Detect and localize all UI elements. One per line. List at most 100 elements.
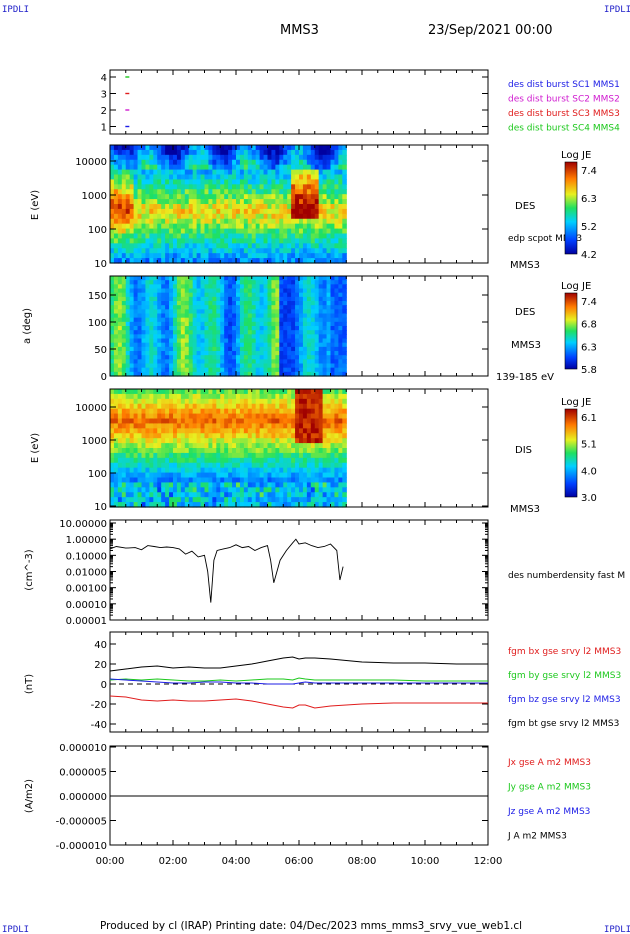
des-energy-cell [176,199,182,205]
des-energy-cell [157,208,162,215]
des-pitch-cell [133,292,139,298]
dis-energy-cell [306,413,312,420]
des-energy-cell [224,204,229,210]
ytick-label: 3 [101,90,107,101]
des-pitch-cell [200,346,206,352]
des-pitch-cell [267,342,273,348]
des-pitch-cell [302,363,308,369]
dis-energy-cell [330,389,336,395]
des-pitch-cell [145,363,150,369]
dis-energy-cell [157,423,162,429]
des-pitch-cell [137,301,143,306]
des-pitch-cell [141,371,147,377]
dis-energy-cell [239,403,245,410]
des-pitch-cell [110,351,115,356]
des-energy-cell [141,213,147,220]
des-energy-cell [306,218,312,225]
des-energy-cell [173,184,178,190]
des-energy-cell [180,174,186,181]
dis-energy-cell [239,408,245,415]
des-energy-cell [176,223,182,230]
des-pitch-cell [141,338,147,344]
des-energy-cell [334,253,339,259]
dis-energy-cell [295,448,300,454]
dis-energy-cell [314,497,320,503]
des-pitch-cell [243,276,249,281]
des-pitch-cell [228,280,233,285]
des-pitch-cell [110,330,115,335]
spacecraft-title: MMS3 [280,23,319,38]
dis-energy-cell [287,413,292,420]
dis-energy-cell [302,438,308,444]
overlay-label: edp scpot MMS3 [508,234,582,244]
des-energy-cell [165,154,170,161]
des-energy-cell [196,164,202,171]
des-pitch-cell [169,338,174,344]
dis-energy-cell [184,408,190,415]
des-pitch-cell [145,284,150,290]
des-energy-cell [153,194,158,200]
des-pitch-cell [137,342,143,348]
des-energy-cell [161,204,166,210]
des-energy-cell [133,184,139,190]
dis-energy-cell [318,428,324,434]
dis-energy-cell [271,438,276,444]
des-pitch-cell [232,276,237,281]
des-energy-cell [180,248,186,254]
dis-energy-cell [165,418,170,425]
des-energy-cell [306,233,312,240]
des-energy-cell [113,258,119,264]
des-pitch-cell [251,346,257,352]
des-pitch-cell [133,301,139,306]
des-energy-cell [161,184,166,190]
des-energy-cell [251,213,257,220]
dis-energy-cell [283,502,288,508]
des-energy-cell [216,194,221,200]
dis-energy-cell [314,413,320,420]
des-pitch-cell [279,292,284,298]
des-pitch-cell [169,355,174,360]
dis-energy-cell [232,418,237,425]
des-energy-cell [338,199,343,205]
dis-energy-cell [295,438,300,444]
des-energy-cell [330,233,336,240]
dis-energy-cell [141,467,147,474]
des-pitch-cell [318,296,324,302]
des-energy-cell [263,233,269,240]
dis-energy-cell [121,403,127,410]
des-energy-cell [184,243,190,249]
dis-energy-cell [188,472,194,479]
des-pitch-cell [176,292,182,298]
des-pitch-cell [342,292,347,298]
des-pitch-cell [275,280,280,285]
des-energy-cell [322,258,328,264]
des-energy-cell [184,154,190,161]
des-energy-cell [137,199,143,205]
dis-energy-cell [173,443,178,449]
dis-energy-cell [299,502,304,508]
des-energy-cell [283,184,288,190]
des-energy-cell [302,208,308,215]
des-pitch-cell [180,355,186,360]
dis-energy-cell [302,487,308,493]
des-energy-cell [291,213,296,220]
des-pitch-cell [263,355,269,360]
des-pitch-cell [121,359,127,365]
des-pitch-cell [236,321,241,327]
des-energy-cell [145,243,150,249]
dis-energy-cell [299,413,304,420]
des-energy-cell [224,189,229,195]
des-energy-cell [117,238,123,244]
des-pitch-cell [310,276,316,281]
des-pitch-cell [287,296,292,302]
des-pitch-cell [137,371,143,377]
des-pitch-cell [318,301,324,306]
des-energy-cell [196,243,202,249]
des-energy-cell [121,204,127,210]
des-energy-cell [224,208,229,215]
des-energy-cell [310,174,316,181]
des-energy-cell [224,164,229,171]
des-energy-cell [110,169,115,176]
dis-energy-cell [113,389,119,395]
des-pitch-cell [302,359,308,365]
